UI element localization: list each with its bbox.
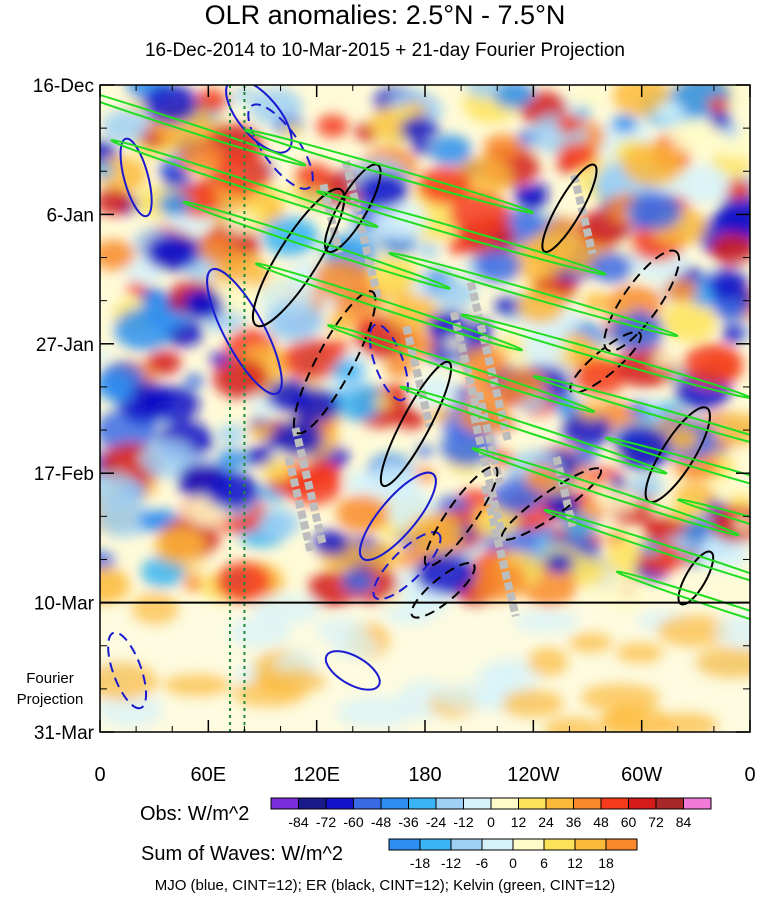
x-tick-label-3: 180 <box>408 764 441 786</box>
colorbar-box-3 <box>353 797 382 810</box>
colorbar-box-8 <box>490 797 519 810</box>
colorbar-box-15 <box>683 797 712 810</box>
colorbar-box-0 <box>270 797 299 810</box>
y-tick-label-5: 31-Mar <box>34 723 95 744</box>
colorbar-tick-label-5: -24 <box>426 814 446 830</box>
colorbar-tick-label-4: -36 <box>398 814 418 830</box>
colorbar-box-0 <box>388 838 421 851</box>
colorbar-box-6 <box>435 797 464 810</box>
colorbar-tick-label-9: 24 <box>538 814 554 830</box>
fourier-label-line1: Fourier <box>26 670 74 687</box>
colorbar-tick-label-14: 84 <box>676 814 692 830</box>
chart-title: OLR anomalies: 2.5°N - 7.5°N <box>204 0 566 30</box>
colorbar-box-7 <box>463 797 492 810</box>
x-tick-label-2: 120E <box>293 764 340 786</box>
x-tick-label-6: 0 <box>744 764 755 786</box>
axes: 0 60E 120E 180 120W 60W 0 16-Dec 6-Jan 27-Jan 17-F… <box>33 76 756 786</box>
y-tick-label-3: 17-Feb <box>34 464 94 485</box>
colorbar-tick-label-4: 6 <box>540 855 548 871</box>
colorbar-box-2 <box>325 797 354 810</box>
colorbar-box-6 <box>574 838 607 851</box>
colorbar-box-2 <box>450 838 483 851</box>
colorbar-box-5 <box>408 797 437 810</box>
wave-contours <box>100 85 750 732</box>
colorbar-tick-label-0: -84 <box>288 814 308 830</box>
colorbar-box-9 <box>518 797 547 810</box>
colorbar-tick-label-12: 60 <box>621 814 637 830</box>
colorbar-tick-label-2: -60 <box>343 814 363 830</box>
colorbar-tick-label-2: -6 <box>476 855 489 871</box>
colorbar-box-4 <box>380 797 409 810</box>
obs-colorbar: -84 -72 -60 -48 -36 -24 -12 0 12 24 36 48 60 72 84 <box>270 797 712 830</box>
colorbar-tick-label-3: 0 <box>509 855 517 871</box>
colorbar-tick-label-1: -72 <box>316 814 336 830</box>
obs-colorbar-label: Obs: W/m^2 <box>140 803 250 825</box>
x-tick-label-1: 60E <box>191 764 227 786</box>
colorbar-box-1 <box>419 838 452 851</box>
colorbar-tick-label-6: 18 <box>598 855 614 871</box>
chart-subtitle: 16-Dec-2014 to 10-Mar-2015 + 21-day Four… <box>144 40 625 61</box>
footer-legend-text: MJO (blue, CINT=12); ER (black, CINT=12)… <box>154 877 616 894</box>
colorbar-tick-label-6: -12 <box>453 814 473 830</box>
y-tick-label-0: 16-Dec <box>33 76 94 97</box>
olr-anomaly-field <box>100 85 750 732</box>
waves-colorbar: -18 -12 -6 0 6 12 18 <box>388 838 638 871</box>
colorbar-box-3 <box>481 838 514 851</box>
colorbar-box-4 <box>512 838 545 851</box>
colorbar-tick-label-3: -48 <box>371 814 391 830</box>
colorbar-box-5 <box>543 838 576 851</box>
colorbar-tick-label-0: -18 <box>410 855 430 871</box>
waves-colorbar-label: Sum of Waves: W/m^2 <box>141 843 344 865</box>
colorbar-tick-label-11: 48 <box>593 814 609 830</box>
x-tick-label-0: 0 <box>94 764 105 786</box>
fourier-projection-label: Fourier Projection <box>8 668 92 710</box>
colorbar-box-14 <box>655 797 684 810</box>
colorbar-box-7 <box>605 838 638 851</box>
x-tick-label-5: 60W <box>621 764 662 786</box>
fourier-label-line2: Projection <box>16 691 84 708</box>
colorbar-tick-label-8: 12 <box>511 814 527 830</box>
colorbar-box-1 <box>298 797 327 810</box>
y-tick-label-1: 6-Jan <box>46 205 94 226</box>
y-tick-label-4: 10-Mar <box>34 594 95 615</box>
colorbar-box-13 <box>628 797 657 810</box>
colorbar-tick-label-1: -12 <box>441 855 461 871</box>
colorbar-box-10 <box>545 797 574 810</box>
colorbar-tick-label-13: 72 <box>648 814 664 830</box>
colorbar-tick-label-5: 12 <box>567 855 583 871</box>
colorbar-tick-label-10: 36 <box>566 814 582 830</box>
y-tick-label-2: 27-Jan <box>36 335 94 356</box>
colorbar-box-11 <box>573 797 602 810</box>
colorbar-box-12 <box>600 797 629 810</box>
x-tick-label-4: 120W <box>507 764 559 786</box>
colorbar-tick-label-7: 0 <box>487 814 495 830</box>
